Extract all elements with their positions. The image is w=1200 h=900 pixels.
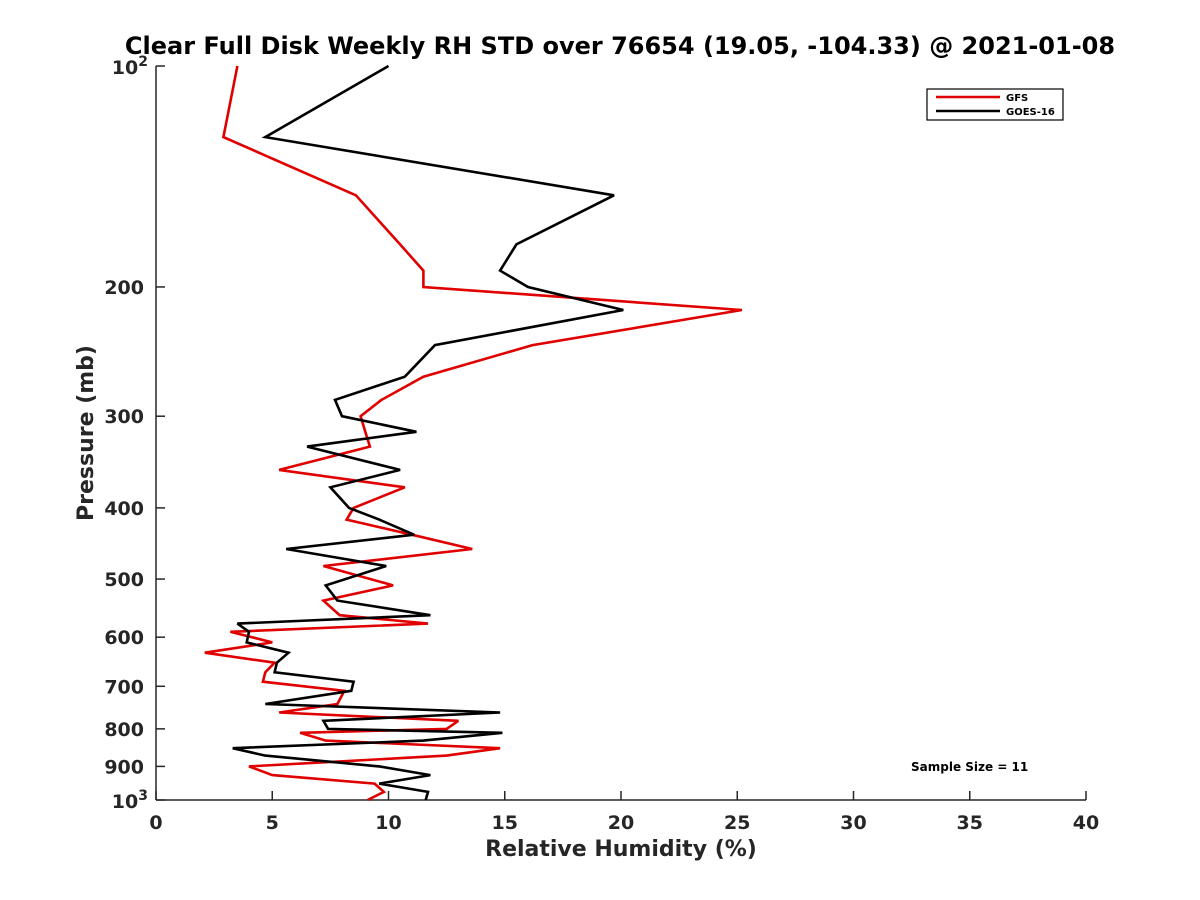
y-axis-ticks: 102 200 300 400 500 600 700 800 900 103 [104,54,165,813]
legend-label-gfs: GFS [1006,93,1028,104]
x-tick-label: 25 [724,812,750,834]
y-tick-label: 900 [104,756,144,778]
x-tick-label: 10 [375,812,401,834]
y-tick-label: 300 [104,406,144,428]
axes-frame [155,66,1086,801]
y-tick-label: 700 [104,676,144,698]
series-line-goes-16 [232,64,624,801]
legend-label-goes-16: GOES-16 [1006,107,1055,118]
y-tick-label: 500 [104,569,144,591]
y-tick-label: 400 [104,498,144,520]
series-lines [204,64,743,802]
x-tick-label: 0 [149,812,162,834]
x-tick-label: 30 [840,812,866,834]
x-tick-label: 20 [608,812,634,834]
legend-box [926,88,1064,121]
y-tick-label: 800 [104,719,144,741]
y-axis-label: Pressure (mb) [74,345,99,521]
x-tick-label: 15 [492,812,518,834]
x-tick-label: 5 [266,812,279,834]
x-tick-label: 40 [1073,812,1099,834]
y-tick-label: 102 [112,54,148,79]
y-tick-label: 200 [104,277,144,299]
legend: GFS GOES-16 [926,88,1064,121]
x-tick-label: 35 [957,812,983,834]
y-tick-label: 600 [104,627,144,649]
y-tick-label: 103 [112,788,148,813]
chart-title: Clear Full Disk Weekly RH STD over 76654… [125,32,1115,60]
x-axis-label: Relative Humidity (%) [485,837,757,862]
sample-size-annotation: Sample Size = 11 [911,760,1028,774]
series-line-gfs [204,65,743,802]
x-axis-ticks: 0 5 10 15 20 25 30 35 40 [149,791,1099,834]
